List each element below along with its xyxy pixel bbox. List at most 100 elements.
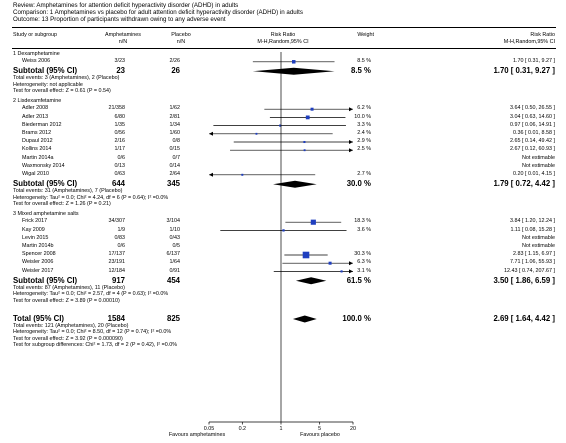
study-amph: 34/307 [108,218,126,225]
subtotal-note: Test for overall effect: Z = 0.61 (P = 0… [13,88,111,94]
study-weight: 8.5 % [357,58,371,64]
col-study: Study or subgroup [13,32,58,38]
total-note: Heterogeneity: Tau² = 0.0; Chi² = 8.50, … [13,329,172,336]
study-ci-line-arrow-left [209,172,213,177]
group-title: 1 Dexamphetamine [13,51,60,57]
total-label: Total (95% CI) [13,314,64,323]
study-amph: 1/17 [114,146,126,153]
study-amph: 0/13 [114,162,126,169]
subtotal-note: Heterogeneity: Tau² = 0.0; Chi² = 2.57, … [13,291,169,298]
study-ci: 0.36 [ 0.01, 8.58 ] [513,130,555,136]
study-point [340,270,343,273]
total-amph: 1584 [107,314,125,323]
study-point [310,219,316,225]
group-title: 3 Mixed amphetamine salts [13,211,79,218]
study-plac: 0/43 [169,234,181,241]
col-amph: Amphetamines [105,32,141,38]
study-amph: 2/16 [114,138,126,145]
subtotal-amph: 644 [111,179,125,189]
study-amph: 17/137 [108,251,126,258]
subtotal-note: Total events: 3 (Amphetamines), 2 (Place… [13,75,120,82]
study-weight: 2.5 % [357,146,371,153]
study-name: Biederman 2012 [22,121,62,128]
study-ci: 1.70 [ 0.31, 9.27 ] [513,58,555,64]
study-ci: 2.67 [ 0.12, 60.93 ] [510,146,555,153]
study-name: Dupaul 2012 [22,138,53,145]
study-ci: Not estimable [522,234,555,241]
study-ci: 0.20 [ 0.01, 4.15 ] [513,171,555,177]
study-point [303,140,306,144]
study-ci: 3.84 [ 1.20, 12.24 ] [510,218,555,225]
study-name: Waxmonsky 2014 [22,162,65,169]
total-diamond [292,315,317,323]
total-ci: 2.69 [ 1.64, 4.42 ] [493,314,555,323]
study-point [302,251,310,259]
study-plac: 1/60 [169,130,181,136]
study-point [328,261,332,265]
study-name: Weiss 2006 [22,58,51,64]
subtotal-note: Heterogeneity: not applicable [13,81,83,88]
outcome-title: Outcome: 13 Proportion of participants w… [13,16,226,23]
col-rr-sub: M-H,Random,95% CI [257,39,309,45]
study-name: Spencer 2008 [22,251,56,258]
study-name: Kollins 2014 [22,146,52,153]
subtotal-diamond [273,180,317,188]
x-tick-label: 0.2 [239,426,247,432]
study-plac: 0/8 [172,138,181,145]
study-weight: 3.1 % [357,267,371,274]
col-rr2: Risk Ratio [530,32,555,38]
study-weight: 18.3 % [354,218,371,225]
study-name: Brams 2012 [22,130,52,136]
study-point [310,107,314,111]
study-point [292,60,296,64]
study-name: Martin 2014a [22,154,54,161]
comparison-title: Comparison: 1 Amphetamines vs placebo fo… [13,9,303,16]
study-weight: 10.0 % [354,113,371,120]
subtotal-ci: 3.50 [ 1.86, 6.59 ] [493,275,555,285]
study-amph: 12/184 [108,267,126,274]
study-point [303,149,306,152]
study-amph: 0/6 [117,243,126,249]
study-plac: 1/64 [169,259,181,266]
study-plac: 1/34 [169,121,181,128]
study-name: Weisler 2006 [22,259,54,266]
total-note: Test for subgroup differences: Chi² = 1.… [13,342,178,349]
study-name: Adler 2013 [22,113,49,120]
subtotal-note: Test for overall effect: Z = 3.89 (P = 0… [13,297,120,304]
study-ci: Not estimable [522,154,555,161]
study-amph: 0/6 [117,154,126,161]
subtotal-amph: 23 [116,66,125,76]
subtotal-diamond [252,67,335,75]
study-ci: 3.04 [ 0.63, 14.60 ] [510,113,555,120]
subtotal-plac: 454 [166,275,180,285]
study-plac: 2/81 [169,113,181,120]
col-amph-sub: n/N [118,39,128,45]
study-point [305,115,310,120]
study-plac: 3/104 [166,218,181,225]
study-name: Wigal 2010 [22,171,49,177]
study-point [241,173,244,176]
study-weight: 3.6 % [357,226,371,233]
study-ci: 1.11 [ 0.08, 15.28 ] [510,226,555,233]
subtotal-weight: 8.5 % [351,66,371,76]
study-plac: 0/7 [172,154,181,161]
study-amph: 6/80 [114,113,126,120]
study-ci-line-arrow-left [209,131,213,136]
study-weight: 6.2 % [357,105,371,112]
study-ci-line-arrow-right [349,269,353,274]
x-tick-label: 20 [350,426,356,432]
subtotal-label: Subtotal (95% CI) [13,275,78,285]
study-weight: 6.3 % [357,259,371,266]
study-plac: 2/64 [169,171,181,177]
study-plac: 0/14 [169,162,181,169]
study-point [282,229,285,232]
subtotal-note: Total events: 87 (Amphetamines), 11 (Pla… [13,284,125,291]
subtotal-ci: 1.79 [ 0.72, 4.42 ] [493,179,555,189]
study-weight: 30.3 % [354,251,371,258]
study-point [279,124,282,127]
study-amph: 0/83 [114,234,126,241]
study-plac: 0/15 [169,146,181,153]
total-weight: 100.0 % [342,314,371,323]
subtotal-note: Test for overall effect: Z = 1.26 (P = 0… [13,201,111,207]
